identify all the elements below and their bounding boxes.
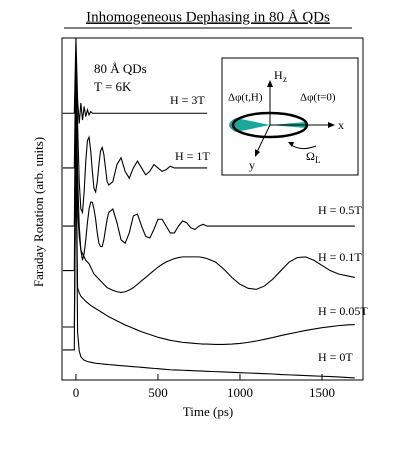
annotation: T = 6K xyxy=(94,79,132,94)
series-line xyxy=(62,79,355,294)
inset: H z Δφ(t,H) Δφ(t=0) x y Ω L xyxy=(221,57,359,176)
x-tick-label: 500 xyxy=(148,385,168,400)
series-line xyxy=(62,133,355,379)
x-tick-label: 0 xyxy=(73,385,80,400)
y-axis-arrow xyxy=(256,124,271,153)
arrowhead xyxy=(288,142,294,147)
series-label: H = 0T xyxy=(318,350,353,364)
inset-label: x xyxy=(338,118,344,132)
series-label: H = 1T xyxy=(175,149,210,163)
series-line xyxy=(62,65,355,261)
series-label: H = 0.5T xyxy=(318,203,362,217)
inset-label: z xyxy=(283,74,287,84)
series-label: H = 0.05T xyxy=(318,304,368,318)
x-tick-label: 1000 xyxy=(227,385,253,400)
series-line xyxy=(62,55,208,215)
chart-title: Inhomogeneous Dephasing in 80 Å QDs xyxy=(86,9,330,25)
inset-label: y xyxy=(249,158,255,172)
series-line xyxy=(62,37,208,124)
dephasing-wedge xyxy=(229,118,270,132)
arrowhead xyxy=(267,80,273,87)
series-label: H = 0.1T xyxy=(318,250,362,264)
x-axis-label: Time (ps) xyxy=(183,404,233,419)
y-axis-label: Faraday Rotation (arb. units) xyxy=(31,137,46,287)
inset-label: Δφ(t=0) xyxy=(300,92,336,104)
series-label: H = 3T xyxy=(170,93,205,107)
inset-label: Δφ(t,H) xyxy=(228,92,263,104)
inset-label: H xyxy=(274,68,283,82)
inset-label: Ω xyxy=(306,149,315,163)
arrowhead xyxy=(328,122,335,128)
annotation: 80 Å QDs xyxy=(94,61,147,76)
arrowhead xyxy=(255,149,260,157)
inset-label: L xyxy=(315,155,321,165)
plot-frame xyxy=(61,37,364,381)
x-tick-label: 1500 xyxy=(309,385,335,400)
series-line xyxy=(62,140,355,345)
